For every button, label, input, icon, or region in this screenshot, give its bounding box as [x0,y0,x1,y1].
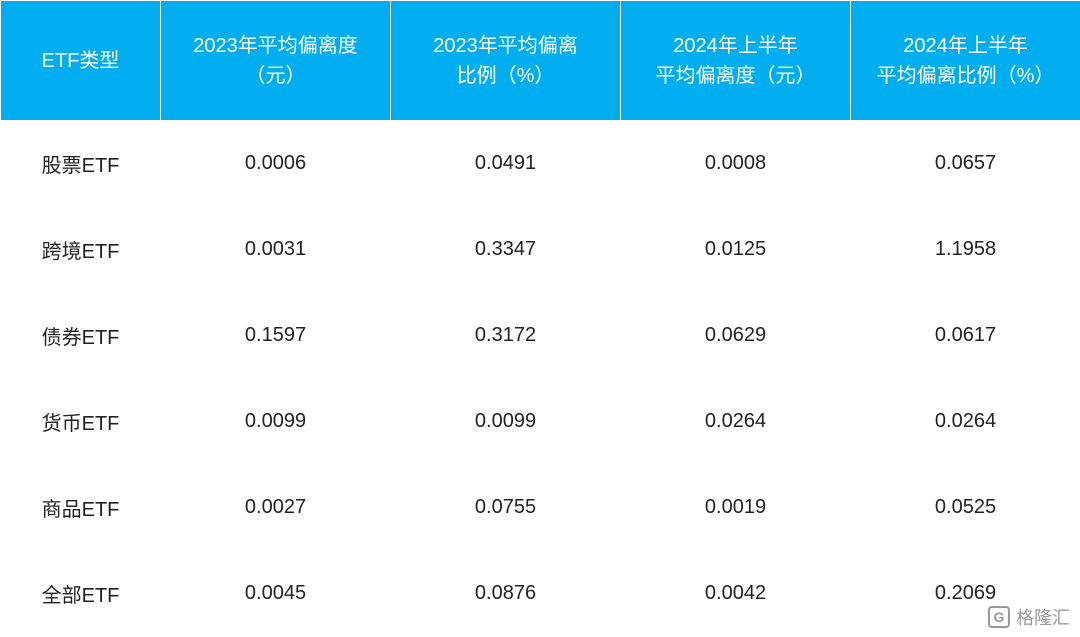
table-row: 股票ETF 0.0006 0.0491 0.0008 0.0657 [1,121,1080,207]
cell-value: 0.1597 [161,293,391,379]
cell-value: 0.0617 [851,293,1080,379]
cell-type: 全部ETF [1,551,161,637]
cell-value: 0.0264 [621,379,851,465]
table-row: 商品ETF 0.0027 0.0755 0.0019 0.0525 [1,465,1080,551]
cell-value: 0.0027 [161,465,391,551]
table-body: 股票ETF 0.0006 0.0491 0.0008 0.0657 跨境ETF … [1,121,1080,637]
cell-value: 0.0629 [621,293,851,379]
cell-value: 0.0019 [621,465,851,551]
cell-type: 货币ETF [1,379,161,465]
table-row: 债券ETF 0.1597 0.3172 0.0629 0.0617 [1,293,1080,379]
cell-value: 0.0755 [391,465,621,551]
cell-value: 0.0491 [391,121,621,207]
cell-value: 0.0125 [621,207,851,293]
cell-value: 0.0031 [161,207,391,293]
watermark-text: 格隆汇 [1016,604,1070,630]
col-header-2024h1-deviation: 2024年上半年 平均偏离度（元） [621,1,851,121]
cell-value: 0.0008 [621,121,851,207]
etf-deviation-table: ETF类型 2023年平均偏离度 （元） 2023年平均偏离 比例（%） 202… [0,0,1080,637]
cell-type: 债券ETF [1,293,161,379]
cell-value: 0.3347 [391,207,621,293]
header-text: 比例（%） [457,65,555,87]
cell-value: 0.0264 [851,379,1080,465]
data-table: ETF类型 2023年平均偏离度 （元） 2023年平均偏离 比例（%） 202… [0,0,1080,637]
header-text: 2023年平均偏离 [433,35,578,57]
cell-type: 股票ETF [1,121,161,207]
table-row: 货币ETF 0.0099 0.0099 0.0264 0.0264 [1,379,1080,465]
header-text: 2024年上半年 [673,35,798,57]
cell-value: 0.0042 [621,551,851,637]
col-header-2023-deviation: 2023年平均偏离度 （元） [161,1,391,121]
cell-value: 0.0006 [161,121,391,207]
header-text: 平均偏离度（元） [656,65,816,87]
header-text: 2024年上半年 [903,35,1028,57]
cell-value: 0.0045 [161,551,391,637]
watermark: G 格隆汇 [988,604,1070,630]
col-header-2023-ratio: 2023年平均偏离 比例（%） [391,1,621,121]
cell-type: 商品ETF [1,465,161,551]
cell-value: 0.0099 [391,379,621,465]
header-text: ETF类型 [42,50,120,72]
cell-value: 0.0525 [851,465,1080,551]
header-text: 平均偏离比例（%） [877,65,1055,87]
cell-value: 0.3172 [391,293,621,379]
cell-type: 跨境ETF [1,207,161,293]
header-text: （元） [246,65,306,87]
cell-value: 1.1958 [851,207,1080,293]
col-header-type: ETF类型 [1,1,161,121]
table-row: 全部ETF 0.0045 0.0876 0.0042 0.2069 [1,551,1080,637]
watermark-logo-icon: G [988,606,1010,628]
header-text: 2023年平均偏离度 [193,35,358,57]
cell-value: 0.0657 [851,121,1080,207]
table-header: ETF类型 2023年平均偏离度 （元） 2023年平均偏离 比例（%） 202… [1,1,1080,121]
header-row: ETF类型 2023年平均偏离度 （元） 2023年平均偏离 比例（%） 202… [1,1,1080,121]
cell-value: 0.0099 [161,379,391,465]
cell-value: 0.0876 [391,551,621,637]
col-header-2024h1-ratio: 2024年上半年 平均偏离比例（%） [851,1,1080,121]
table-row: 跨境ETF 0.0031 0.3347 0.0125 1.1958 [1,207,1080,293]
